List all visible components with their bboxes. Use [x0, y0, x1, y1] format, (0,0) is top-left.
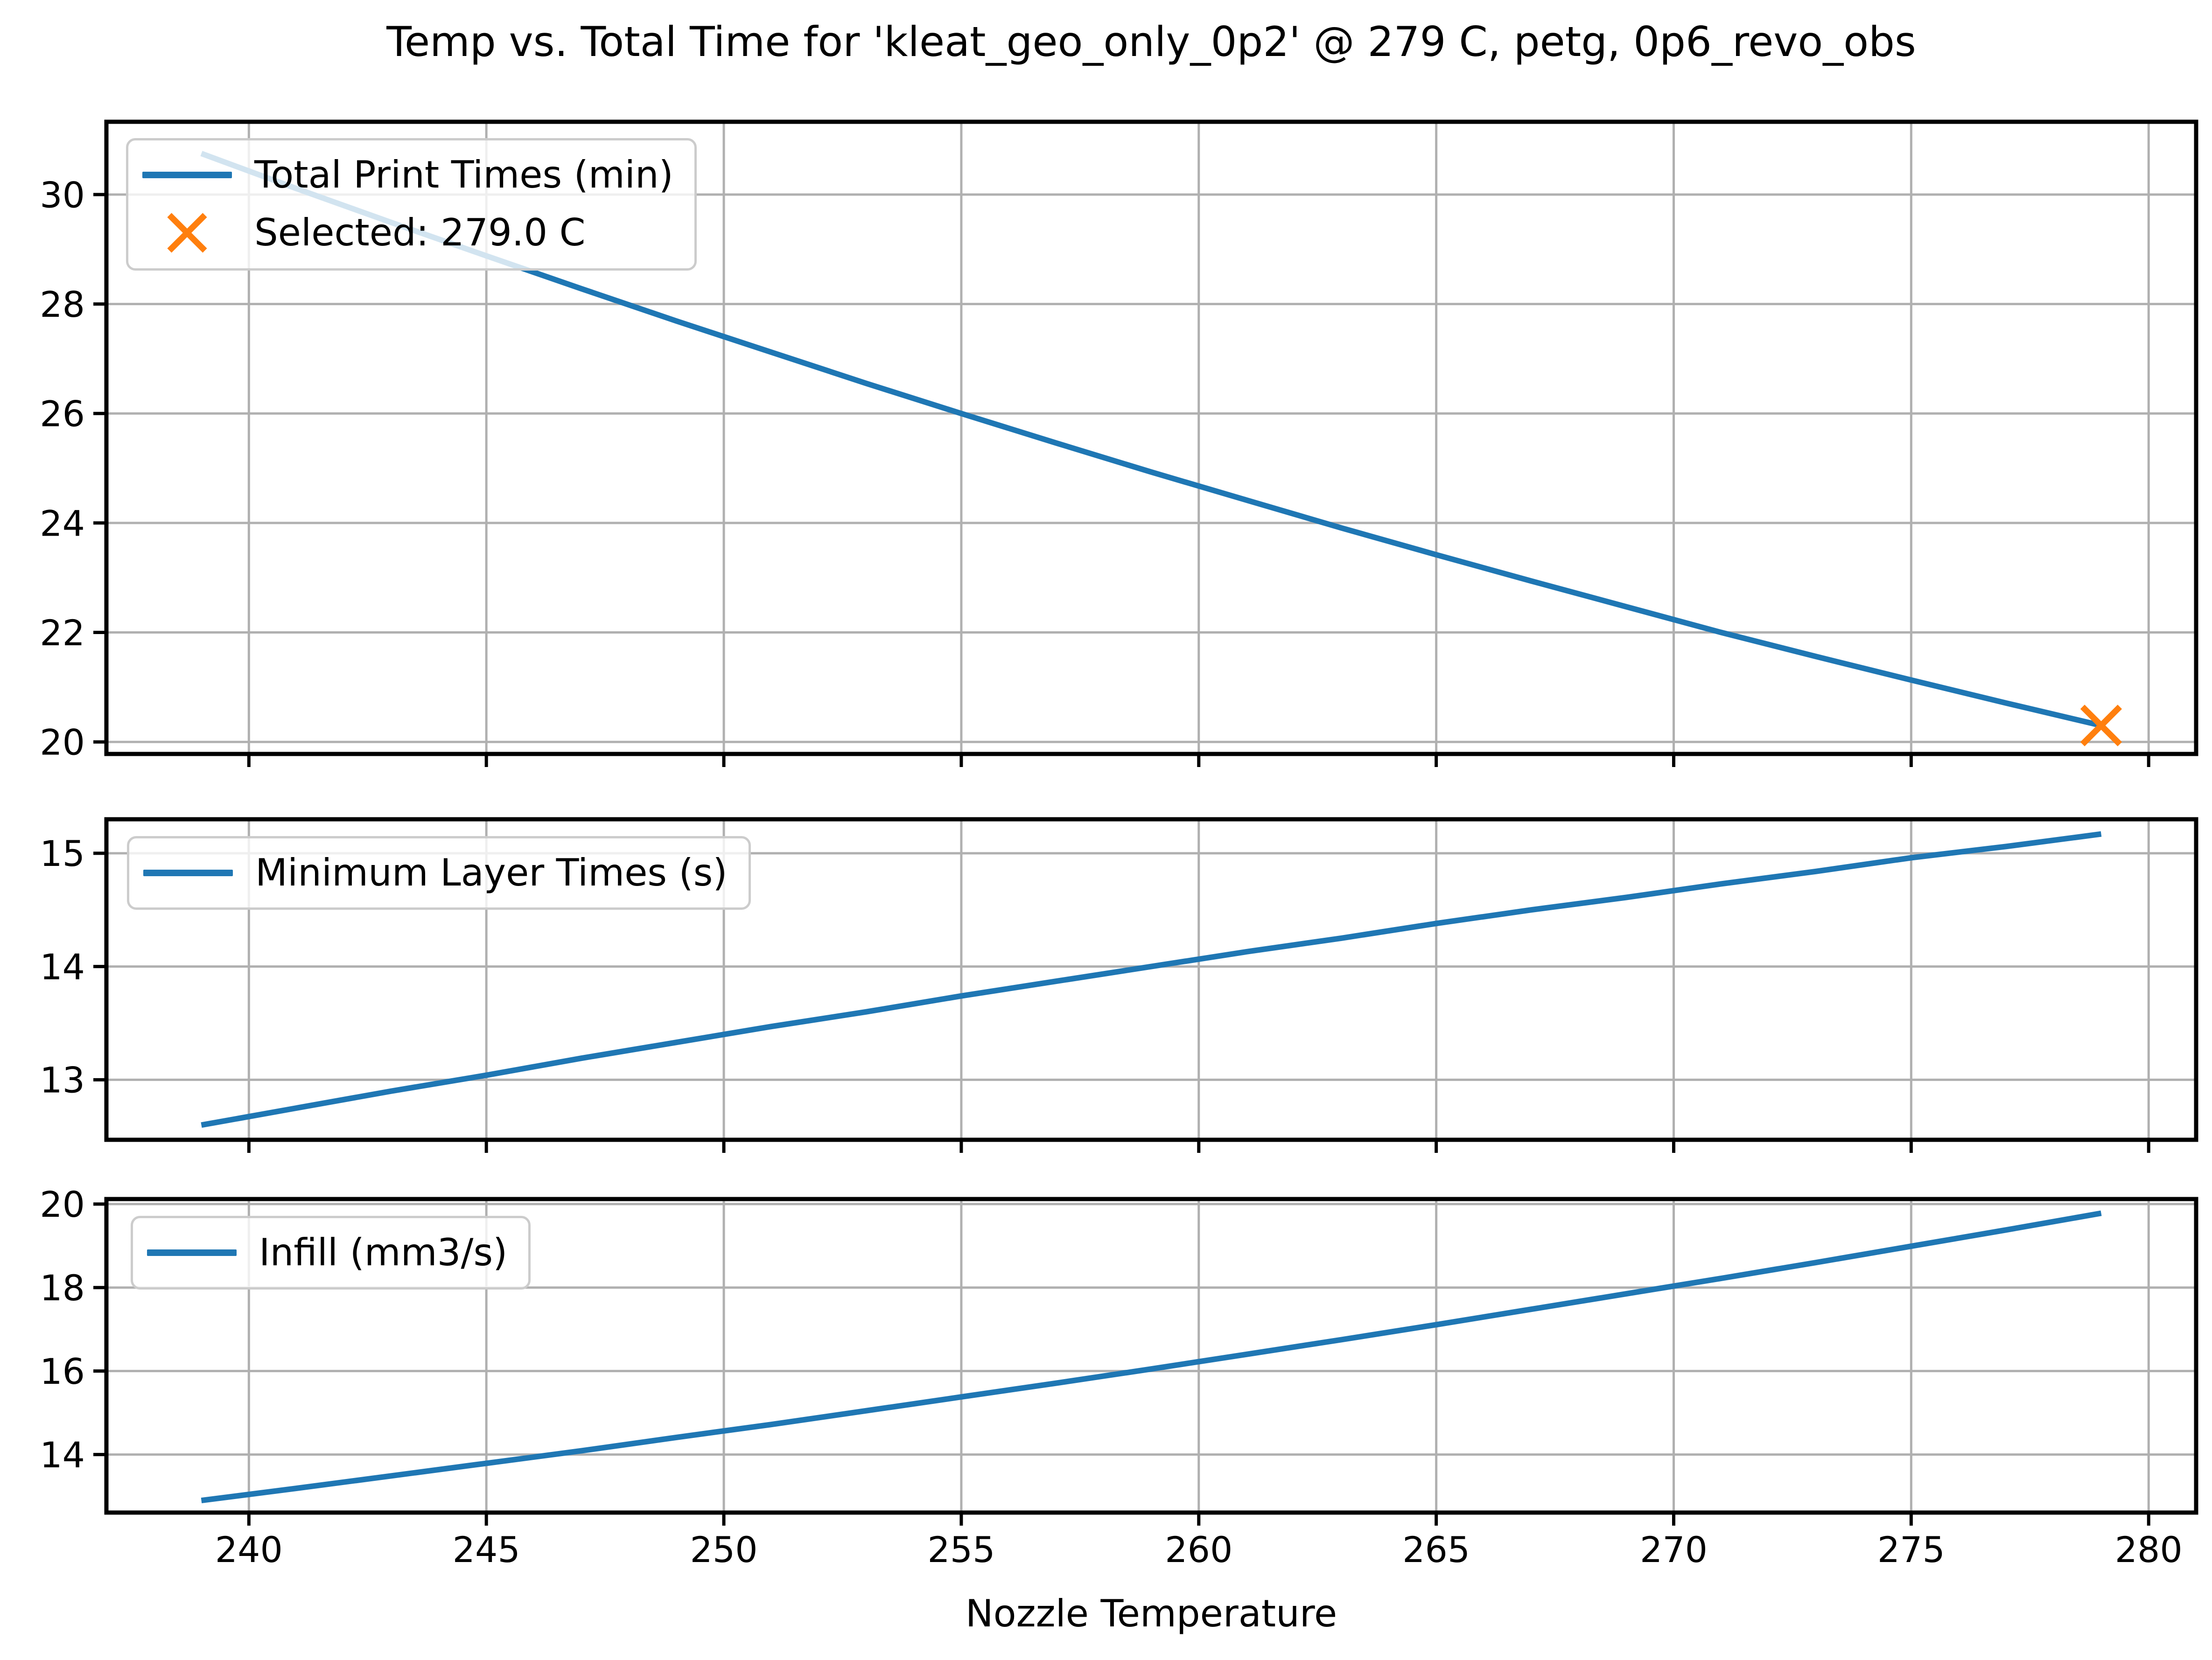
subplot-2: 14 16 18 20 [40, 1184, 2198, 1526]
line-swatch-icon [142, 172, 232, 178]
svg-text:13: 13 [40, 1060, 85, 1101]
y-tick-labels: 13 14 15 [40, 833, 85, 1101]
axes-spines [104, 817, 2198, 1142]
legend-label: Minimum Layer Times (s) [255, 851, 728, 894]
axes-spines [104, 1197, 2198, 1515]
svg-text:26: 26 [40, 393, 85, 435]
legend-row: Infill (mm3/s) [147, 1232, 507, 1273]
axes-spines [104, 119, 2198, 756]
legend-minimum-layer-times: Minimum Layer Times (s) [127, 836, 751, 910]
tick-marks [93, 851, 2150, 1153]
svg-text:14: 14 [40, 1434, 85, 1476]
gridlines [106, 122, 2196, 754]
svg-text:28: 28 [40, 284, 85, 325]
line-swatch-icon [147, 1249, 237, 1256]
tick-marks [93, 193, 2150, 767]
svg-text:15: 15 [40, 833, 85, 874]
series-line [201, 1210, 2102, 1504]
legend-row: Total Print Times (min) [142, 154, 673, 195]
x-marker-icon [142, 211, 232, 254]
svg-text:14: 14 [40, 946, 85, 988]
svg-text:240: 240 [215, 1529, 283, 1570]
x-tick-labels: 240 245 250 255 260 265 270 275 280 [215, 1529, 2183, 1570]
svg-text:275: 275 [1877, 1529, 1945, 1570]
legend-row: Minimum Layer Times (s) [143, 852, 728, 893]
svg-text:16: 16 [40, 1351, 85, 1392]
subplot-1: 13 14 15 [40, 817, 2198, 1153]
series-line [201, 831, 2102, 1128]
svg-text:18: 18 [40, 1267, 85, 1309]
svg-text:22: 22 [40, 612, 85, 654]
legend-label: Total Print Times (min) [254, 153, 673, 196]
legend-total-print-times: Total Print Times (min) Selected: 279.0 … [126, 138, 697, 271]
legend-label: Selected: 279.0 C [254, 211, 586, 254]
subplot-0: 20 22 24 26 28 30 [40, 119, 2198, 767]
legend-row: Selected: 279.0 C [142, 211, 673, 254]
figure-title: Temp vs. Total Time for 'kleat_geo_only_… [386, 18, 1916, 66]
y-tick-labels: 14 16 18 20 [40, 1184, 85, 1476]
x-axis-label: Nozzle Temperature [965, 1592, 1337, 1635]
tick-marks [93, 1202, 2150, 1526]
svg-text:20: 20 [40, 722, 85, 763]
svg-text:280: 280 [2115, 1529, 2183, 1570]
svg-text:255: 255 [927, 1529, 995, 1570]
legend-label: Infill (mm3/s) [259, 1231, 508, 1274]
svg-text:30: 30 [40, 174, 85, 216]
svg-text:260: 260 [1165, 1529, 1232, 1570]
svg-text:265: 265 [1402, 1529, 1470, 1570]
legend-infill: Infill (mm3/s) [131, 1216, 531, 1290]
svg-text:250: 250 [690, 1529, 758, 1570]
svg-text:270: 270 [1640, 1529, 1708, 1570]
selected-point-marker [2080, 704, 2122, 746]
y-tick-labels: 20 22 24 26 28 30 [40, 174, 85, 763]
svg-text:24: 24 [40, 502, 85, 544]
svg-text:20: 20 [40, 1184, 85, 1225]
svg-text:245: 245 [453, 1529, 520, 1570]
line-swatch-icon [143, 870, 233, 876]
